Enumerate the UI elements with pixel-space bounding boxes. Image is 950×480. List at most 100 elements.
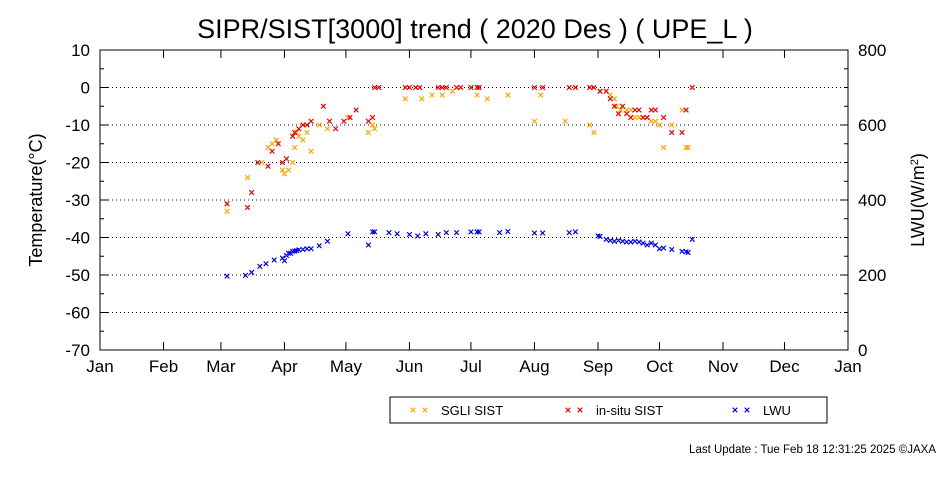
point-lwu [611, 238, 618, 244]
point-sgli-sist [289, 159, 296, 166]
x-tick-label: Oct [646, 357, 673, 376]
point-in-situ-sist [320, 103, 327, 109]
point-sgli-sist [449, 88, 456, 94]
x-tick-label: Jul [460, 357, 482, 376]
point-in-situ-sist [304, 122, 310, 128]
point-in-situ-sist [636, 107, 642, 113]
point-in-situ-sist [476, 84, 482, 91]
legend-marker [422, 407, 428, 413]
x-tick-label: Jan [834, 357, 861, 376]
grid-lines [100, 87, 848, 313]
point-lwu [369, 229, 376, 235]
legend: SGLI SIST in-situ SIST LWU [389, 396, 828, 424]
point-in-situ-sist [644, 114, 650, 121]
point-sgli-sist [304, 129, 310, 136]
point-sgli-sist [591, 129, 597, 136]
point-lwu [685, 249, 691, 256]
point-lwu [304, 246, 310, 252]
point-sgli-sist [648, 118, 654, 124]
point-sgli-sist [279, 167, 286, 173]
legend-label: LWU [763, 403, 791, 418]
point-sgli-sist [265, 144, 271, 151]
point-lwu [636, 239, 642, 245]
footer-last-update: Last Update : Tue Feb 18 12:31:25 2025 ©… [689, 444, 936, 456]
point-in-situ-sist [376, 84, 382, 91]
point-in-situ-sist [587, 84, 593, 91]
y-tick-label: -40 [65, 229, 90, 248]
y-tick-label: 10 [71, 41, 90, 60]
point-in-situ-sist [275, 141, 281, 147]
point-in-situ-sist [539, 84, 546, 91]
point-in-situ-sist [607, 96, 613, 102]
point-lwu [505, 228, 511, 235]
point-in-situ-sist [417, 84, 423, 91]
point-sgli-sist [324, 126, 331, 132]
point-lwu [669, 246, 675, 253]
point-in-situ-sist [457, 84, 464, 91]
legend-marker [732, 407, 738, 413]
point-in-situ-sist [669, 129, 675, 136]
point-sgli-sist [429, 92, 435, 98]
point-sgli-sist [505, 92, 511, 98]
point-sgli-sist [474, 92, 480, 98]
y-tick-label: 0 [81, 79, 90, 98]
point-lwu [531, 230, 538, 236]
point-lwu [281, 258, 288, 264]
point-lwu [242, 272, 249, 279]
point-lwu [656, 246, 663, 252]
point-in-situ-sist [279, 159, 286, 166]
axes: 100-10-20-30-40-50-60-708006004002000Jan… [65, 41, 886, 376]
point-lwu [224, 273, 230, 279]
legend-box [389, 396, 828, 424]
point-sgli-sist [632, 114, 638, 121]
point-sgli-sist [628, 107, 634, 113]
point-lwu [689, 236, 695, 243]
point-lwu [257, 263, 263, 270]
point-lwu [443, 229, 450, 236]
point-sgli-sist [369, 122, 376, 128]
y-axis-label: Temperature(°C) [26, 133, 46, 266]
point-sgli-sist [611, 96, 618, 102]
x-tick-label: Dec [769, 357, 800, 376]
point-lwu [615, 237, 622, 244]
point-sgli-sist [652, 118, 659, 124]
point-in-situ-sist [353, 107, 359, 113]
point-in-situ-sist [453, 84, 460, 91]
point-sgli-sist [294, 129, 300, 136]
point-sgli-sist [285, 167, 292, 173]
x-tick-label: Apr [271, 357, 298, 376]
point-sgli-sist [224, 208, 230, 214]
legend-marker [577, 407, 583, 413]
point-sgli-sist [656, 122, 663, 128]
point-in-situ-sist [632, 107, 638, 113]
point-in-situ-sist [435, 84, 441, 91]
point-in-situ-sist [443, 84, 450, 91]
y-tick-label: -10 [65, 116, 90, 135]
point-in-situ-sist [648, 107, 654, 113]
point-lwu [263, 261, 269, 267]
point-in-situ-sist [347, 114, 353, 121]
point-sgli-sist [484, 96, 491, 102]
point-in-situ-sist [628, 114, 634, 121]
point-in-situ-sist [248, 189, 255, 196]
y-tick-label: -60 [65, 304, 90, 323]
point-lwu [435, 231, 441, 238]
point-in-situ-sist [603, 88, 609, 94]
y-tick-label: -70 [65, 341, 90, 360]
legend-label: in-situ SIST [596, 403, 663, 418]
point-sgli-sist [531, 118, 538, 124]
point-in-situ-sist [623, 111, 630, 117]
point-in-situ-sist [265, 163, 271, 169]
point-in-situ-sist [468, 84, 474, 91]
point-lwu [474, 229, 480, 235]
y2-tick-label: 200 [858, 266, 886, 285]
point-sgli-sist [669, 122, 675, 128]
point-in-situ-sist [300, 122, 306, 128]
point-lwu [308, 246, 314, 252]
point-sgli-sist [308, 148, 314, 154]
point-in-situ-sist [615, 111, 622, 117]
point-sgli-sist [587, 122, 593, 128]
point-sgli-sist [291, 144, 298, 151]
point-sgli-sist [685, 144, 691, 151]
point-sgli-sist [281, 171, 288, 177]
